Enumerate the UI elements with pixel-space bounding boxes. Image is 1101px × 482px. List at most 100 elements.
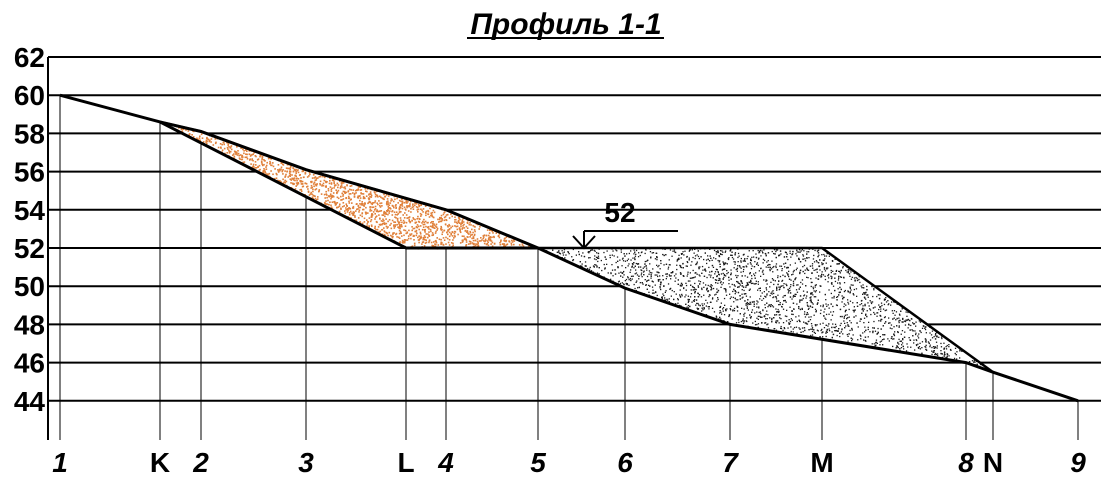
fill-stipple-dot [823,266,826,269]
cut-stipple-dot [448,244,451,246]
fill-stipple-dot [642,271,645,273]
cut-stipple-dot [306,186,308,188]
fill-stipple-dot [800,250,802,252]
fill-stipple-dot [733,284,735,286]
fill-stipple-dot [851,327,853,330]
cut-stipple-dot [267,157,270,160]
fill-stipple-dot [811,327,814,329]
fill-stipple-dot [930,334,933,336]
fill-stipple-dot [625,267,627,269]
fill-stipple-dot [859,281,861,284]
cut-stipple-dot [318,176,321,178]
fill-stipple-dot [876,315,878,317]
cut-stipple-dot [451,225,454,228]
fill-stipple-dot [697,250,699,252]
fill-stipple-dot [893,326,895,328]
cut-stipple-dot [483,242,486,245]
cut-stipple-dot [237,152,240,155]
fill-stipple-dot [730,274,732,276]
fill-stipple-dot [703,308,705,310]
fill-stipple-dot [899,319,901,322]
fill-stipple-dot [725,275,727,277]
fill-stipple-dot [741,293,743,295]
fill-stipple-dot [628,252,630,255]
cut-stipple-dot [419,225,422,227]
cut-stipple-dot [387,203,389,206]
cut-stipple-dot [260,160,263,163]
fill-stipple-dot [809,265,812,267]
fill-stipple-dot [765,255,767,257]
fill-stipple-dot [675,273,677,275]
cut-stipple-dot [395,217,397,219]
fill-stipple-dot [779,303,781,306]
fill-stipple-dot [623,270,625,273]
cut-stipple-dot [435,244,437,246]
fill-stipple-dot [826,331,828,333]
fill-stipple-dot [697,255,700,258]
fill-stipple-dot [723,264,725,266]
fill-stipple-dot [932,346,935,348]
fill-stipple-dot [806,304,809,306]
cut-stipple-dot [422,211,424,213]
cut-stipple-dot [198,139,201,142]
fill-stipple-dot [709,301,712,303]
fill-stipple-dot [836,299,838,301]
cut-stipple-dot [434,227,436,229]
fill-stipple-dot [627,276,629,278]
fill-stipple-dot [631,266,633,268]
fill-stipple-dot [624,260,627,262]
fill-stipple-dot [656,271,658,273]
cut-stipple-dot [505,236,508,239]
fill-stipple-dot [860,338,862,340]
fill-stipple-dot [694,255,697,257]
fill-stipple-dot [687,261,689,264]
cut-stipple-dot [421,243,423,245]
fill-stipple-dot [881,304,883,307]
cut-stipple-dot [446,213,449,216]
fill-stipple-dot [823,327,826,329]
fill-stipple-dot [559,253,562,255]
fill-stipple-dot [648,273,650,275]
fill-stipple-dot [755,256,758,259]
fill-stipple-dot [679,272,682,274]
fill-stipple-dot [754,277,756,279]
fill-stipple-dot [792,253,794,255]
fill-stipple-dot [765,296,767,298]
fill-stipple-dot [647,259,649,261]
cut-stipple-dot [348,213,351,216]
fill-stipple-dot [891,336,893,338]
fill-stipple-dot [793,326,796,329]
cut-stipple-dot [348,188,351,191]
fill-stipple-dot [815,260,818,262]
fill-stipple-dot [934,346,936,348]
fill-stipple-dot [901,330,904,332]
fill-stipple-dot [686,275,688,277]
cut-stipple-dot [454,219,456,221]
cut-stipple-dot [348,202,351,204]
cut-stipple-dot [408,229,410,232]
fill-stipple-dot [792,284,795,286]
fill-stipple-dot [722,310,724,312]
cut-stipple-dot [417,239,420,241]
fill-stipple-dot [856,295,858,297]
fill-stipple-dot [711,285,713,287]
fill-stipple-dot [775,266,777,269]
fill-stipple-dot [732,309,734,311]
cut-stipple-dot [304,182,306,185]
fill-stipple-dot [640,272,643,274]
fill-stipple-dot [798,307,800,310]
cut-stipple-dot [441,233,443,236]
fill-stipple-dot [794,293,796,295]
fill-stipple-dot [687,280,690,282]
fill-stipple-dot [760,249,762,252]
fill-stipple-dot [727,258,730,261]
fill-stipple-dot [658,272,660,274]
cut-stipple-dot [345,209,347,211]
station-label-k: K [150,447,170,478]
cut-stipple-dot [362,208,364,211]
fill-stipple-dot [858,276,860,278]
fill-stipple-dot [596,272,599,274]
fill-stipple-dot [897,342,899,344]
fill-stipple-dot [775,308,777,310]
fill-stipple-dot [943,351,946,353]
